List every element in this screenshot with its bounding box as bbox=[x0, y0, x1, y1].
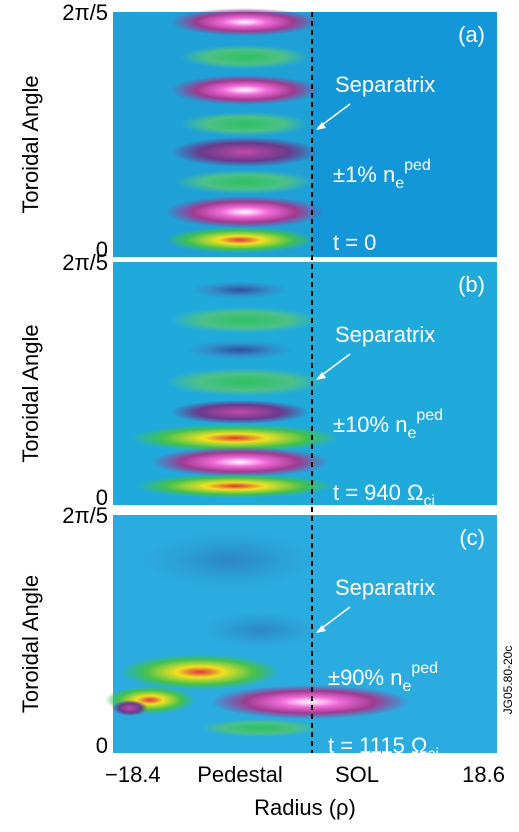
density-label-sub: e bbox=[402, 678, 411, 695]
x-tick-label: SOL bbox=[335, 762, 379, 787]
time-label: t = 1115 Ωci bbox=[328, 733, 439, 763]
time-label-main: t = 1115 Ω bbox=[328, 733, 427, 758]
density-label: ±90% neped bbox=[328, 660, 438, 695]
time-label-main: t = 0 bbox=[333, 230, 376, 255]
y-axis-label: Toroidal Angle bbox=[18, 75, 43, 213]
separatrix-label: Separatrix bbox=[335, 322, 435, 347]
panel-c-plot bbox=[105, 515, 497, 753]
density-label-sup: ped bbox=[416, 407, 443, 424]
density-label-sub: e bbox=[407, 425, 416, 442]
y-tick-top: 2π/5 bbox=[62, 0, 108, 25]
figure-id: JG05.80-20c bbox=[501, 646, 515, 715]
panel-label: (c) bbox=[459, 525, 485, 550]
y-tick-bottom: 0 bbox=[96, 237, 108, 262]
separatrix-arrow bbox=[317, 353, 351, 379]
x-tick-label: 18.6 bbox=[462, 762, 505, 787]
density-label: ±10% neped bbox=[333, 407, 443, 442]
x-tick-label: Pedestal bbox=[197, 762, 283, 787]
y-axis-label: Toroidal Angle bbox=[18, 575, 43, 713]
x-tick-label: −18.4 bbox=[105, 762, 161, 787]
time-label: t = 0 bbox=[333, 230, 376, 255]
separatrix-arrowhead bbox=[316, 122, 326, 130]
density-label-sup: ped bbox=[411, 660, 438, 677]
separatrix-arrowhead bbox=[316, 625, 326, 633]
y-tick-top: 2π/5 bbox=[62, 503, 108, 528]
time-label-sub: ci bbox=[423, 493, 435, 510]
density-label-sub: e bbox=[395, 175, 404, 192]
density-label-main: ±90% n bbox=[328, 665, 402, 690]
separatrix-arrowhead bbox=[316, 372, 326, 380]
panel-a-plot bbox=[113, 8, 497, 257]
separatrix-arrow bbox=[317, 606, 351, 632]
separatrix-arrow bbox=[317, 103, 351, 129]
time-label: t = 940 Ωci bbox=[333, 480, 435, 510]
y-tick-bottom: 0 bbox=[96, 485, 108, 510]
y-tick-top: 2π/5 bbox=[62, 250, 108, 275]
time-label-sub: ci bbox=[427, 746, 439, 763]
y-tick-bottom: 0 bbox=[96, 733, 108, 758]
panel-b-plot bbox=[113, 262, 497, 505]
density-label-main: ±10% n bbox=[333, 412, 407, 437]
panel-label: (a) bbox=[458, 22, 485, 47]
separatrix-label: Separatrix bbox=[335, 575, 435, 600]
density-label-sup: ped bbox=[404, 157, 431, 174]
x-axis-label: Radius (ρ) bbox=[254, 795, 356, 820]
panel-label: (b) bbox=[458, 272, 485, 297]
separatrix-label: Separatrix bbox=[335, 72, 435, 97]
density-label-main: ±1% n bbox=[333, 162, 395, 187]
time-label-main: t = 940 Ω bbox=[333, 480, 423, 505]
y-axis-label: Toroidal Angle bbox=[18, 324, 43, 462]
density-label: ±1% neped bbox=[333, 157, 431, 192]
